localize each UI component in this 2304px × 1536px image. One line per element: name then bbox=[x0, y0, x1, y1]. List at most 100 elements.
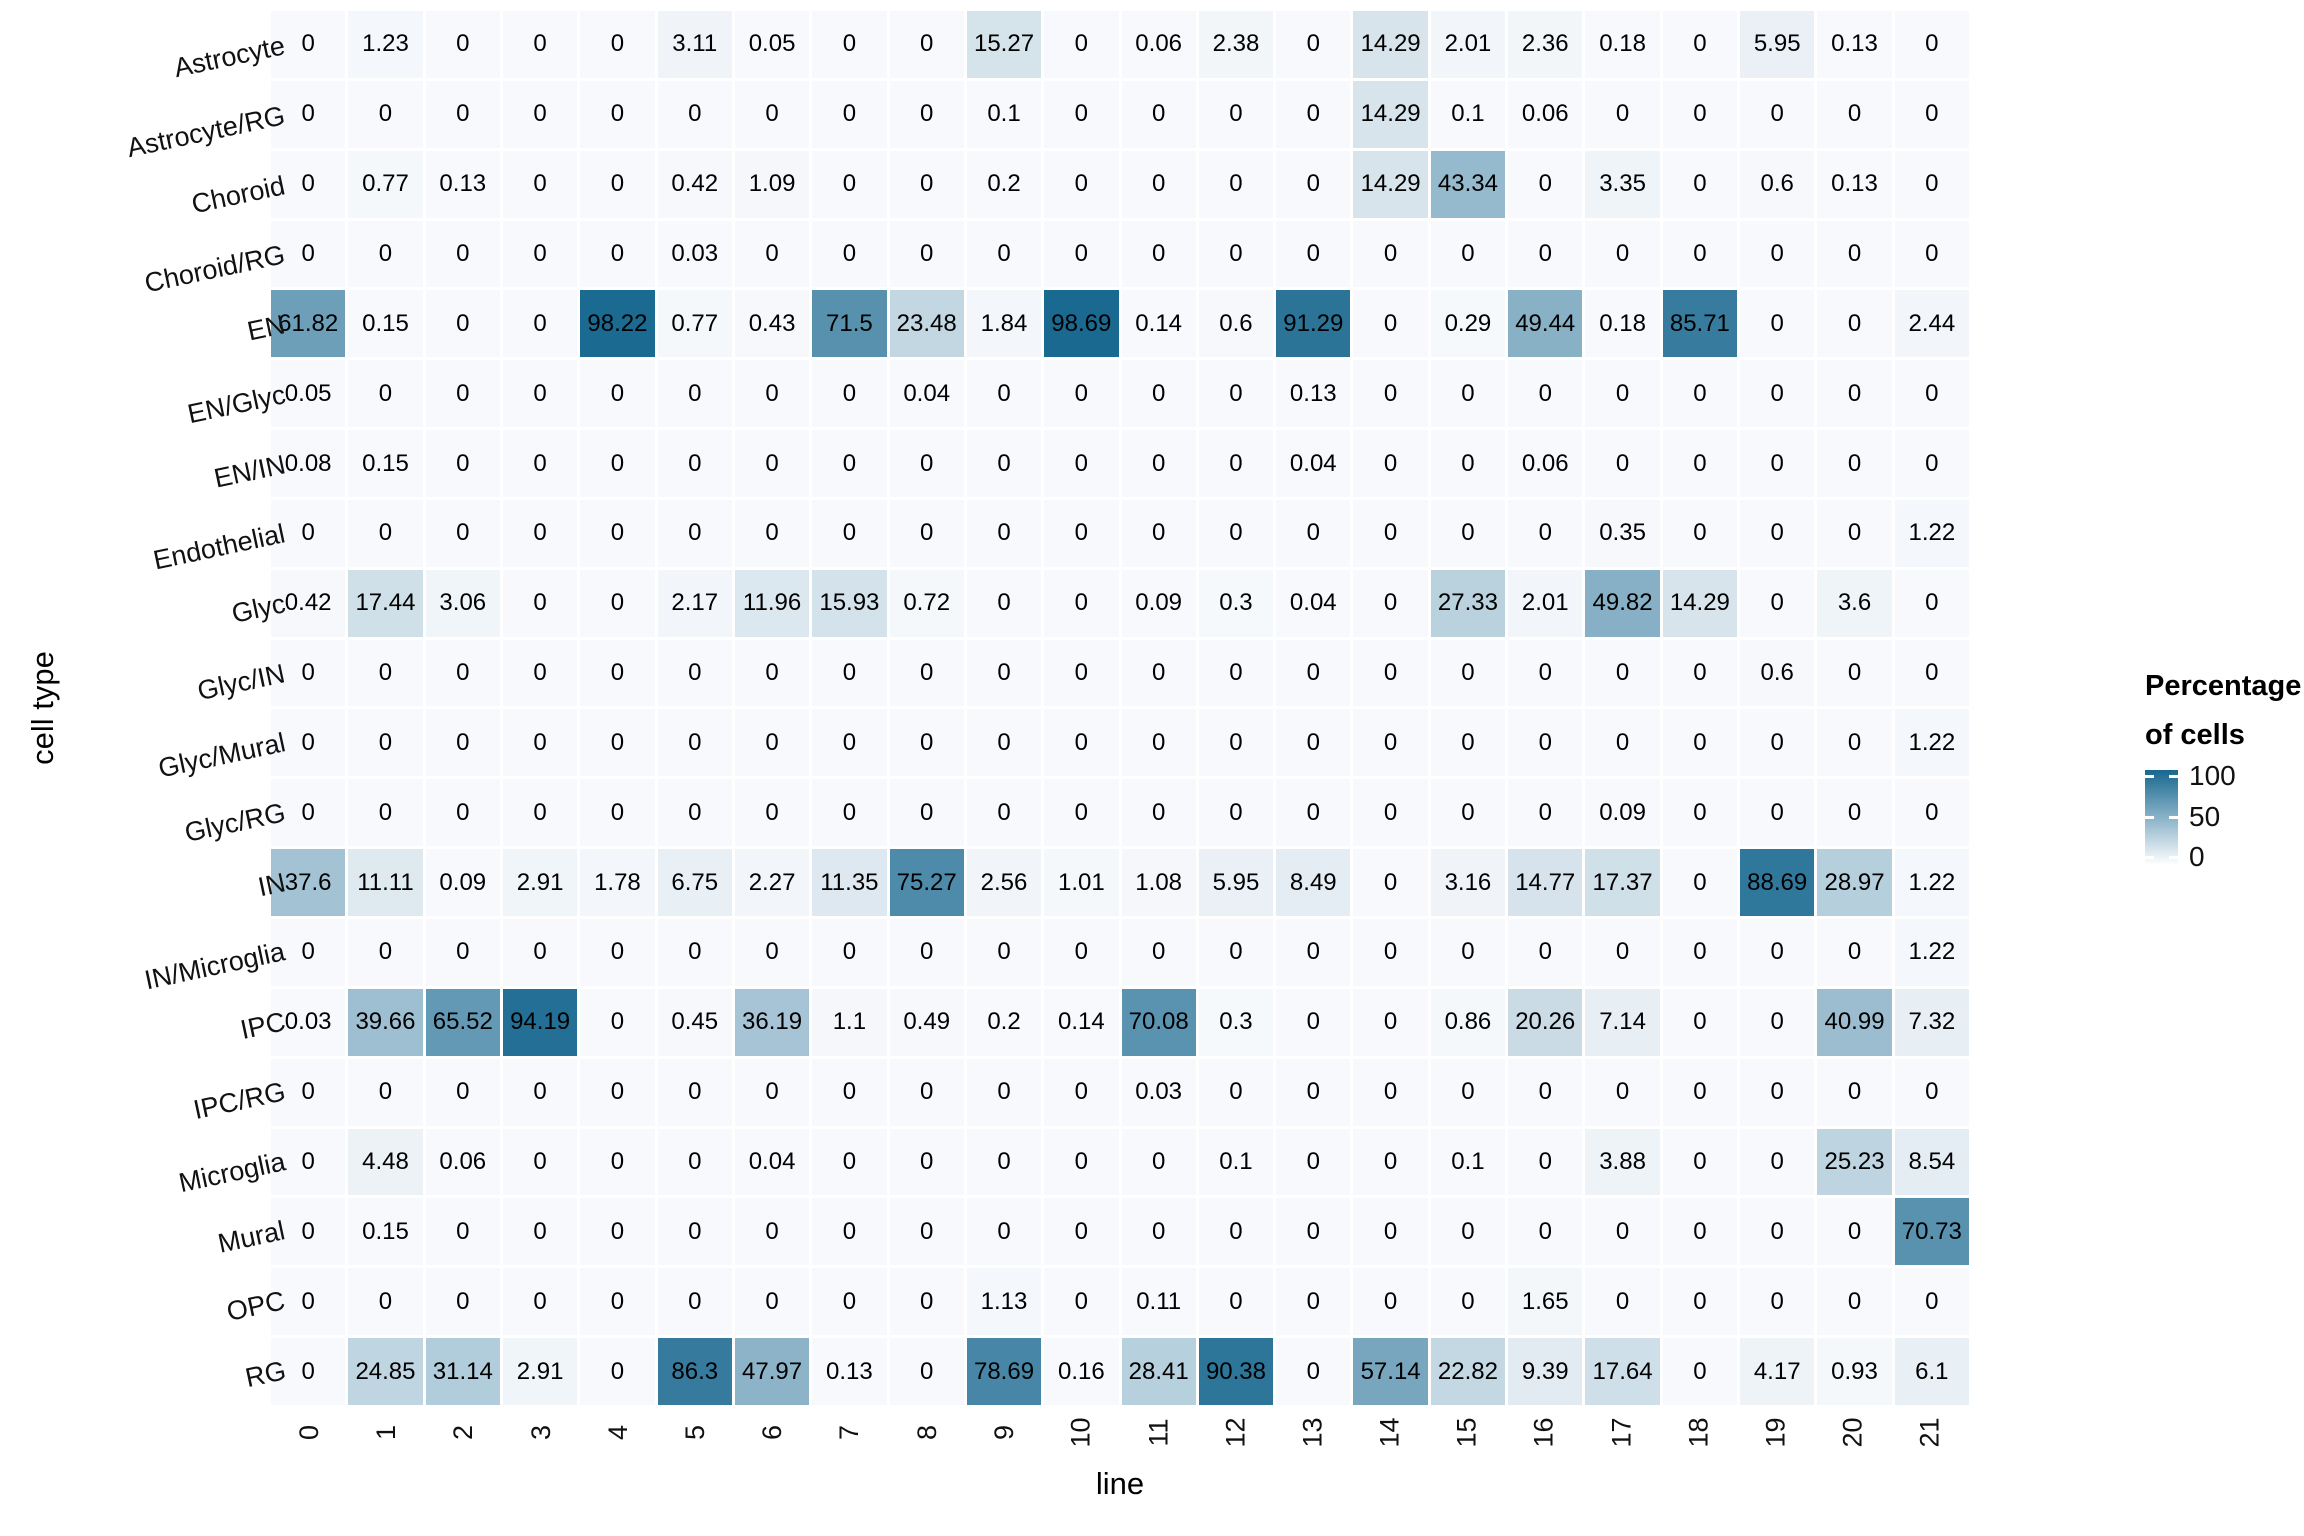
heatmap-cell: 0 bbox=[502, 569, 578, 637]
heatmap-cell: 0 bbox=[657, 1058, 732, 1126]
heatmap-cell: 2.01 bbox=[1430, 11, 1506, 78]
heatmap-cell: 61.82 bbox=[271, 290, 346, 358]
heatmap-cell: 0 bbox=[580, 430, 655, 497]
heatmap-cell: 70.73 bbox=[1894, 1198, 1969, 1266]
heatmap-cell: 0 bbox=[657, 1128, 732, 1196]
heatmap-cell: 0 bbox=[502, 430, 578, 497]
heatmap-cell: 0 bbox=[889, 1338, 964, 1405]
heatmap-cell: 0 bbox=[1276, 779, 1351, 847]
heatmap-cell: 31.14 bbox=[425, 1338, 500, 1405]
heatmap-cell: 0 bbox=[1585, 80, 1660, 148]
heatmap-cell: 0 bbox=[1430, 1198, 1506, 1266]
heatmap-cell: 2.56 bbox=[966, 849, 1042, 917]
heatmap-cell: 0.86 bbox=[1430, 988, 1506, 1056]
heatmap-cell: 0 bbox=[425, 1198, 500, 1266]
heatmap-cell: 0 bbox=[1508, 150, 1583, 218]
heatmap-cell: 4.48 bbox=[348, 1128, 423, 1196]
heatmap-cell: 0 bbox=[889, 11, 964, 78]
x-tick-label: 10 bbox=[1065, 1416, 1096, 1448]
heatmap-cell: 0 bbox=[1430, 220, 1506, 288]
heatmap-cell: 0 bbox=[812, 11, 887, 78]
heatmap-cell: 0 bbox=[1740, 360, 1815, 428]
heatmap-cell: 0 bbox=[425, 499, 500, 567]
heatmap-cell: 0 bbox=[580, 1338, 655, 1405]
heatmap-cell: 1.1 bbox=[812, 988, 887, 1056]
heatmap-cell: 0 bbox=[271, 1128, 346, 1196]
x-tick-label: 15 bbox=[1451, 1416, 1482, 1448]
heatmap-cell: 0 bbox=[580, 919, 655, 986]
heatmap-cell: 0.1 bbox=[966, 80, 1042, 148]
x-tick-label: 19 bbox=[1760, 1416, 1791, 1448]
heatmap-cell: 0 bbox=[502, 639, 578, 707]
heatmap-cell: 0 bbox=[1198, 1268, 1274, 1336]
heatmap-cell: 0 bbox=[1198, 220, 1274, 288]
heatmap-cell: 0 bbox=[1121, 360, 1196, 428]
heatmap-cell: 5.95 bbox=[1198, 849, 1274, 917]
heatmap-cell: 0 bbox=[1430, 499, 1506, 567]
heatmap-cell: 0 bbox=[734, 639, 810, 707]
heatmap-cell: 0 bbox=[1894, 11, 1969, 78]
heatmap-cell: 0 bbox=[1585, 220, 1660, 288]
heatmap-cell: 0 bbox=[425, 1058, 500, 1126]
heatmap-cell: 1.84 bbox=[966, 290, 1042, 358]
heatmap-cell: 0 bbox=[348, 1058, 423, 1126]
heatmap-cell: 0 bbox=[1121, 1128, 1196, 1196]
heatmap-cell: 0.2 bbox=[966, 988, 1042, 1056]
heatmap-cell: 0 bbox=[657, 1268, 732, 1336]
colorbar-tick-mark bbox=[2169, 856, 2178, 859]
heatmap-cell: 0 bbox=[580, 569, 655, 637]
heatmap-cell: 0.18 bbox=[1585, 11, 1660, 78]
heatmap-cell: 0 bbox=[1044, 360, 1119, 428]
heatmap-cell: 0 bbox=[966, 779, 1042, 847]
heatmap-cell: 0 bbox=[271, 80, 346, 148]
heatmap-cell: 0 bbox=[1198, 430, 1274, 497]
colorbar-wrap: 100 50 0 bbox=[2145, 760, 2304, 872]
heatmap-cell: 36.19 bbox=[734, 988, 810, 1056]
heatmap-cell: 0 bbox=[1198, 1198, 1274, 1266]
heatmap-cell: 0.13 bbox=[425, 150, 500, 218]
heatmap-cell: 0.43 bbox=[734, 290, 810, 358]
heatmap-cell: 0.3 bbox=[1198, 988, 1274, 1056]
heatmap-cell: 0.3 bbox=[1198, 569, 1274, 637]
heatmap-cell: 2.91 bbox=[502, 849, 578, 917]
heatmap-cell: 0 bbox=[271, 919, 346, 986]
heatmap-cell: 0.72 bbox=[889, 569, 964, 637]
heatmap-cell: 86.3 bbox=[657, 1338, 732, 1405]
heatmap-cell: 0 bbox=[1121, 639, 1196, 707]
heatmap-cell: 0 bbox=[1276, 1268, 1351, 1336]
heatmap-cell: 0 bbox=[580, 360, 655, 428]
heatmap-cell: 0 bbox=[734, 919, 810, 986]
heatmap-cell: 78.69 bbox=[966, 1338, 1042, 1405]
heatmap-cell: 28.97 bbox=[1817, 849, 1892, 917]
heatmap-cell: 0 bbox=[734, 430, 810, 497]
x-tick-label: 8 bbox=[911, 1424, 942, 1440]
heatmap-cell: 0 bbox=[1276, 1198, 1351, 1266]
heatmap-cell: 11.11 bbox=[348, 849, 423, 917]
x-tick-label: 0 bbox=[294, 1424, 325, 1440]
x-tick-label: 14 bbox=[1374, 1416, 1405, 1448]
heatmap-cell: 0 bbox=[1198, 150, 1274, 218]
heatmap-cell: 0 bbox=[1817, 1198, 1892, 1266]
heatmap-cell: 1.22 bbox=[1894, 499, 1969, 567]
x-tick-label: 3 bbox=[525, 1424, 556, 1440]
heatmap-cell: 0 bbox=[1817, 360, 1892, 428]
heatmap-cell: 0 bbox=[812, 1058, 887, 1126]
heatmap-cell: 0 bbox=[1276, 150, 1351, 218]
heatmap-cell: 11.35 bbox=[812, 849, 887, 917]
heatmap-cell: 0 bbox=[1585, 1268, 1660, 1336]
heatmap-cell: 1.23 bbox=[348, 11, 423, 78]
heatmap-cell: 0 bbox=[271, 1058, 346, 1126]
heatmap-cell: 0 bbox=[502, 779, 578, 847]
heatmap-cell: 0 bbox=[812, 360, 887, 428]
heatmap-cell: 0 bbox=[502, 919, 578, 986]
heatmap-cell: 0 bbox=[580, 779, 655, 847]
heatmap-cell: 15.93 bbox=[812, 569, 887, 637]
heatmap-cell: 0 bbox=[1740, 919, 1815, 986]
heatmap-cell: 0 bbox=[502, 1128, 578, 1196]
heatmap-cell: 0 bbox=[1817, 639, 1892, 707]
heatmap-cell: 0 bbox=[889, 709, 964, 777]
heatmap-cell: 0 bbox=[1430, 430, 1506, 497]
heatmap-cell: 1.22 bbox=[1894, 919, 1969, 986]
heatmap-cell: 0 bbox=[580, 1198, 655, 1266]
